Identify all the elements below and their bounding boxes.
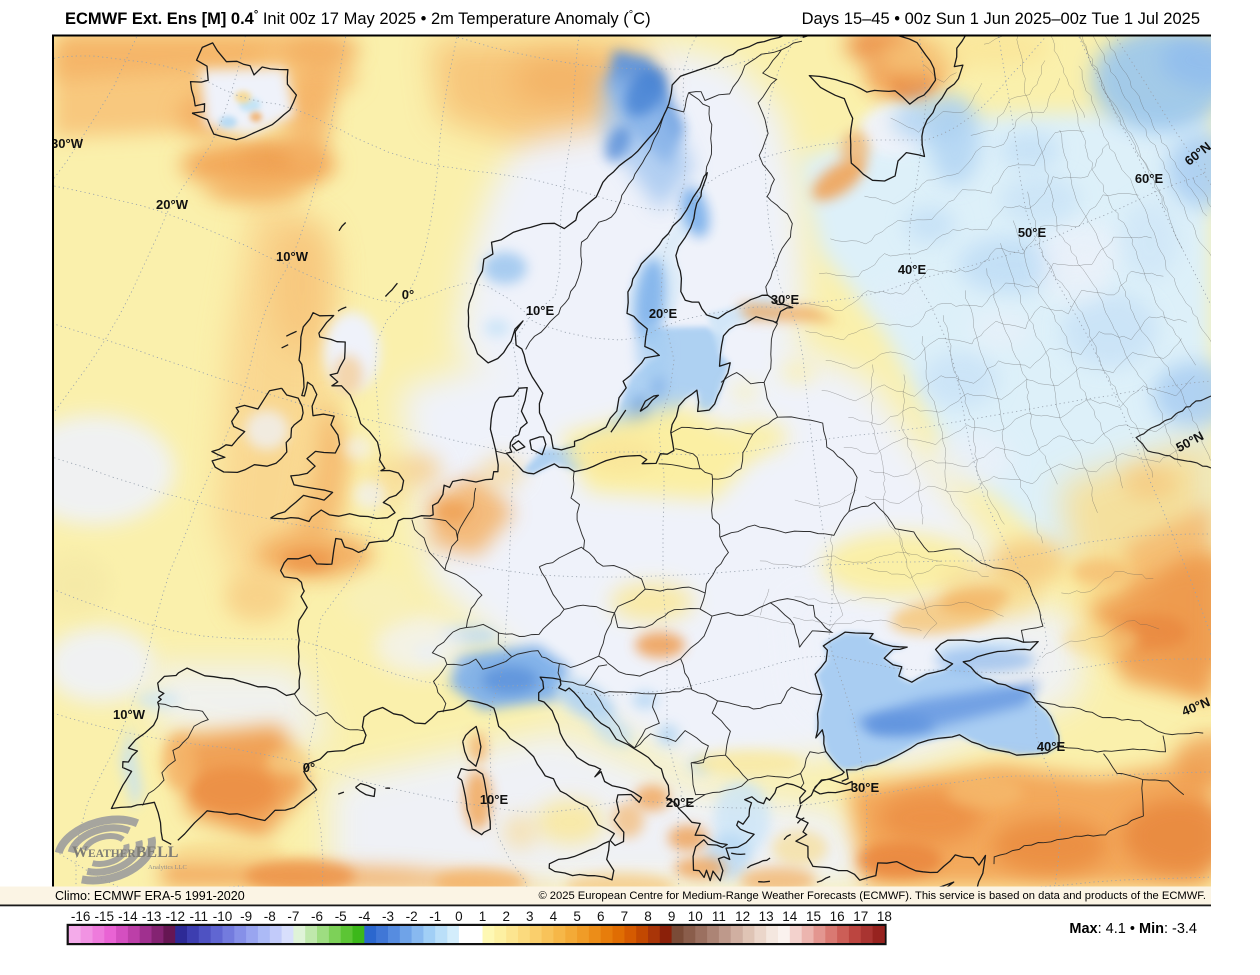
- svg-text:-10: -10: [213, 909, 233, 924]
- svg-text:0°: 0°: [303, 760, 315, 775]
- svg-text:50°E: 50°E: [1018, 225, 1047, 240]
- svg-text:7: 7: [621, 909, 629, 924]
- svg-text:-16: -16: [71, 909, 91, 924]
- svg-text:1: 1: [479, 909, 487, 924]
- svg-text:-14: -14: [118, 909, 138, 924]
- svg-text:4: 4: [550, 909, 558, 924]
- svg-text:2: 2: [502, 909, 510, 924]
- svg-text:40°E: 40°E: [1037, 739, 1066, 754]
- svg-text:30°E: 30°E: [851, 780, 880, 795]
- svg-text:Climo: ECMWF ERA-5 1991-2020: Climo: ECMWF ERA-5 1991-2020: [55, 889, 245, 903]
- svg-text:Days 15–45 • 00z Sun 1 Jun 202: Days 15–45 • 00z Sun 1 Jun 2025–00z Tue …: [802, 10, 1200, 28]
- svg-text:10°W: 10°W: [276, 249, 309, 264]
- svg-text:8: 8: [644, 909, 652, 924]
- svg-text:10°W: 10°W: [113, 707, 146, 722]
- svg-text:40°E: 40°E: [898, 262, 927, 277]
- svg-text:0: 0: [455, 909, 463, 924]
- svg-text:15: 15: [806, 909, 821, 924]
- svg-text:-1: -1: [429, 909, 441, 924]
- svg-text:-6: -6: [311, 909, 323, 924]
- svg-text:14: 14: [782, 909, 798, 924]
- svg-text:-3: -3: [382, 909, 394, 924]
- svg-text:-9: -9: [240, 909, 252, 924]
- svg-text:6: 6: [597, 909, 605, 924]
- svg-text:-5: -5: [335, 909, 347, 924]
- svg-text:-4: -4: [358, 909, 370, 924]
- svg-text:-11: -11: [190, 909, 209, 924]
- svg-text:20°E: 20°E: [666, 795, 695, 810]
- svg-text:10°E: 10°E: [480, 792, 509, 807]
- svg-text:30°E: 30°E: [771, 292, 800, 307]
- svg-text:13: 13: [759, 909, 774, 924]
- svg-text:9: 9: [668, 909, 676, 924]
- svg-text:60°E: 60°E: [1135, 171, 1164, 186]
- svg-text:-13: -13: [142, 909, 162, 924]
- svg-text:20°E: 20°E: [649, 306, 678, 321]
- svg-text:18: 18: [877, 909, 892, 924]
- svg-text:ECMWF Ext. Ens [M] 0.4° Init: ECMWF Ext. Ens [M] 0.4° Init 00z 17 May …: [65, 9, 651, 28]
- svg-text:WEATHERBELL: WEATHERBELL: [72, 844, 178, 861]
- svg-text:-2: -2: [406, 909, 418, 924]
- svg-text:Analytics LLC: Analytics LLC: [148, 864, 187, 871]
- svg-text:3: 3: [526, 909, 534, 924]
- svg-text:11: 11: [712, 909, 726, 924]
- svg-text:10°E: 10°E: [526, 303, 555, 318]
- svg-text:17: 17: [853, 909, 868, 924]
- svg-text:30°W: 30°W: [51, 136, 84, 151]
- svg-text:16: 16: [830, 909, 845, 924]
- svg-text:-15: -15: [95, 909, 115, 924]
- svg-text:Max: 4.1 • Min: -3.4: Max: 4.1 • Min: -3.4: [1069, 921, 1197, 937]
- svg-text:12: 12: [735, 909, 750, 924]
- svg-text:-8: -8: [264, 909, 276, 924]
- svg-text:-12: -12: [165, 909, 185, 924]
- svg-text:© 2025 European Centre for Med: © 2025 European Centre for Medium-Range …: [538, 890, 1206, 902]
- svg-text:10: 10: [688, 909, 703, 924]
- svg-text:5: 5: [573, 909, 581, 924]
- svg-text:-7: -7: [287, 909, 299, 924]
- svg-text:20°W: 20°W: [156, 197, 189, 212]
- svg-text:0°: 0°: [402, 287, 414, 302]
